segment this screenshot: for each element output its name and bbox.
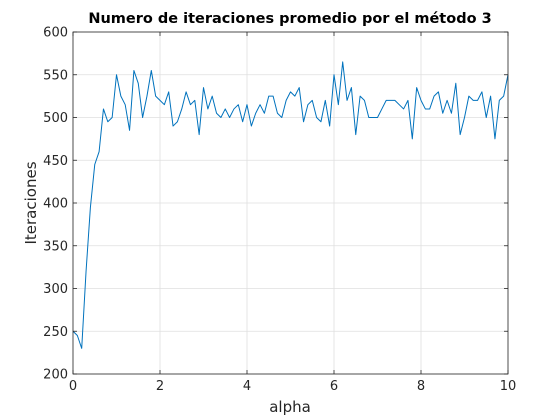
x-tick-label: 0: [69, 379, 77, 394]
x-tick-label: 10: [500, 379, 517, 394]
x-tick-label: 8: [417, 379, 425, 394]
y-tick-label: 300: [43, 282, 68, 297]
y-tick-label: 400: [43, 197, 68, 212]
y-tick-label: 450: [43, 154, 68, 169]
x-tick-label: 4: [243, 379, 251, 394]
y-tick-label: 600: [43, 26, 68, 41]
series-group: [72, 61, 509, 349]
y-tick-label: 350: [43, 239, 68, 254]
y-axis-label: Iteraciones: [22, 161, 40, 244]
y-tick-labels: 200 250 300 350 400 450 500 550 600: [43, 26, 68, 383]
x-tick-label: 6: [330, 379, 338, 394]
x-tick-labels: 0 2 4 6 8 10: [69, 379, 516, 394]
y-tick-label: 500: [43, 111, 68, 126]
y-tick-label: 200: [43, 368, 68, 383]
y-tick-label: 550: [43, 68, 68, 83]
chart-title: Numero de iteraciones promedio por el mé…: [88, 11, 491, 27]
series-line: [72, 61, 509, 349]
x-axis-label: alpha: [269, 398, 311, 416]
tick-marks: [72, 31, 509, 375]
y-tick-label: 250: [43, 325, 68, 340]
x-tick-label: 2: [156, 379, 164, 394]
